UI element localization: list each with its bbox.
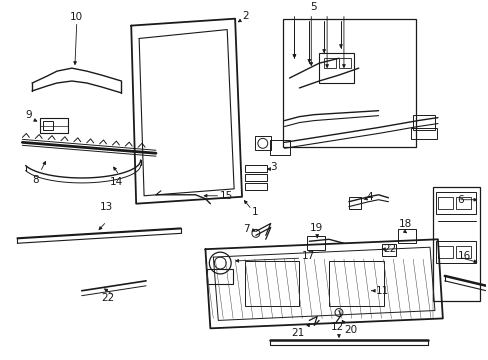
Text: 4: 4 bbox=[366, 192, 372, 202]
Bar bbox=[319, 53, 353, 83]
Bar bbox=[338, 58, 350, 68]
Bar bbox=[306, 236, 325, 250]
Text: 8: 8 bbox=[32, 175, 39, 185]
Bar bbox=[398, 229, 415, 243]
Bar bbox=[282, 19, 415, 147]
Bar bbox=[348, 197, 360, 209]
Bar bbox=[244, 183, 266, 190]
Bar bbox=[244, 165, 266, 172]
Bar bbox=[412, 114, 434, 130]
Text: 15: 15 bbox=[220, 191, 233, 201]
Bar bbox=[40, 118, 68, 134]
Text: 22: 22 bbox=[383, 244, 396, 254]
Text: 12: 12 bbox=[330, 322, 343, 332]
Bar bbox=[455, 246, 469, 258]
Bar bbox=[437, 197, 452, 209]
Bar bbox=[435, 241, 474, 263]
Text: 9: 9 bbox=[25, 110, 32, 120]
Text: 2: 2 bbox=[242, 11, 248, 21]
Text: 18: 18 bbox=[398, 219, 411, 229]
Bar bbox=[244, 174, 266, 181]
Bar bbox=[435, 192, 474, 213]
Text: 20: 20 bbox=[343, 325, 356, 336]
Text: 22: 22 bbox=[101, 293, 114, 303]
Text: 5: 5 bbox=[309, 2, 316, 12]
Text: 7: 7 bbox=[243, 224, 249, 234]
Bar bbox=[43, 121, 53, 130]
Bar bbox=[437, 246, 452, 258]
Bar bbox=[254, 136, 270, 150]
Text: 16: 16 bbox=[457, 251, 470, 261]
Bar bbox=[381, 244, 396, 256]
Text: 21: 21 bbox=[290, 328, 304, 338]
Text: 13: 13 bbox=[100, 202, 113, 212]
Bar bbox=[455, 197, 469, 209]
Text: 1: 1 bbox=[251, 207, 258, 217]
Bar bbox=[244, 261, 299, 306]
Text: 10: 10 bbox=[70, 12, 83, 22]
Bar bbox=[432, 187, 480, 301]
Bar bbox=[324, 58, 335, 68]
Bar bbox=[328, 261, 383, 306]
Text: 6: 6 bbox=[457, 195, 464, 205]
Text: 17: 17 bbox=[301, 251, 314, 261]
Bar bbox=[410, 127, 436, 139]
Bar bbox=[207, 269, 233, 284]
Text: 14: 14 bbox=[109, 177, 123, 187]
Text: 11: 11 bbox=[375, 286, 388, 296]
Bar bbox=[269, 140, 289, 155]
Text: 3: 3 bbox=[269, 162, 276, 172]
Text: 19: 19 bbox=[309, 223, 322, 233]
